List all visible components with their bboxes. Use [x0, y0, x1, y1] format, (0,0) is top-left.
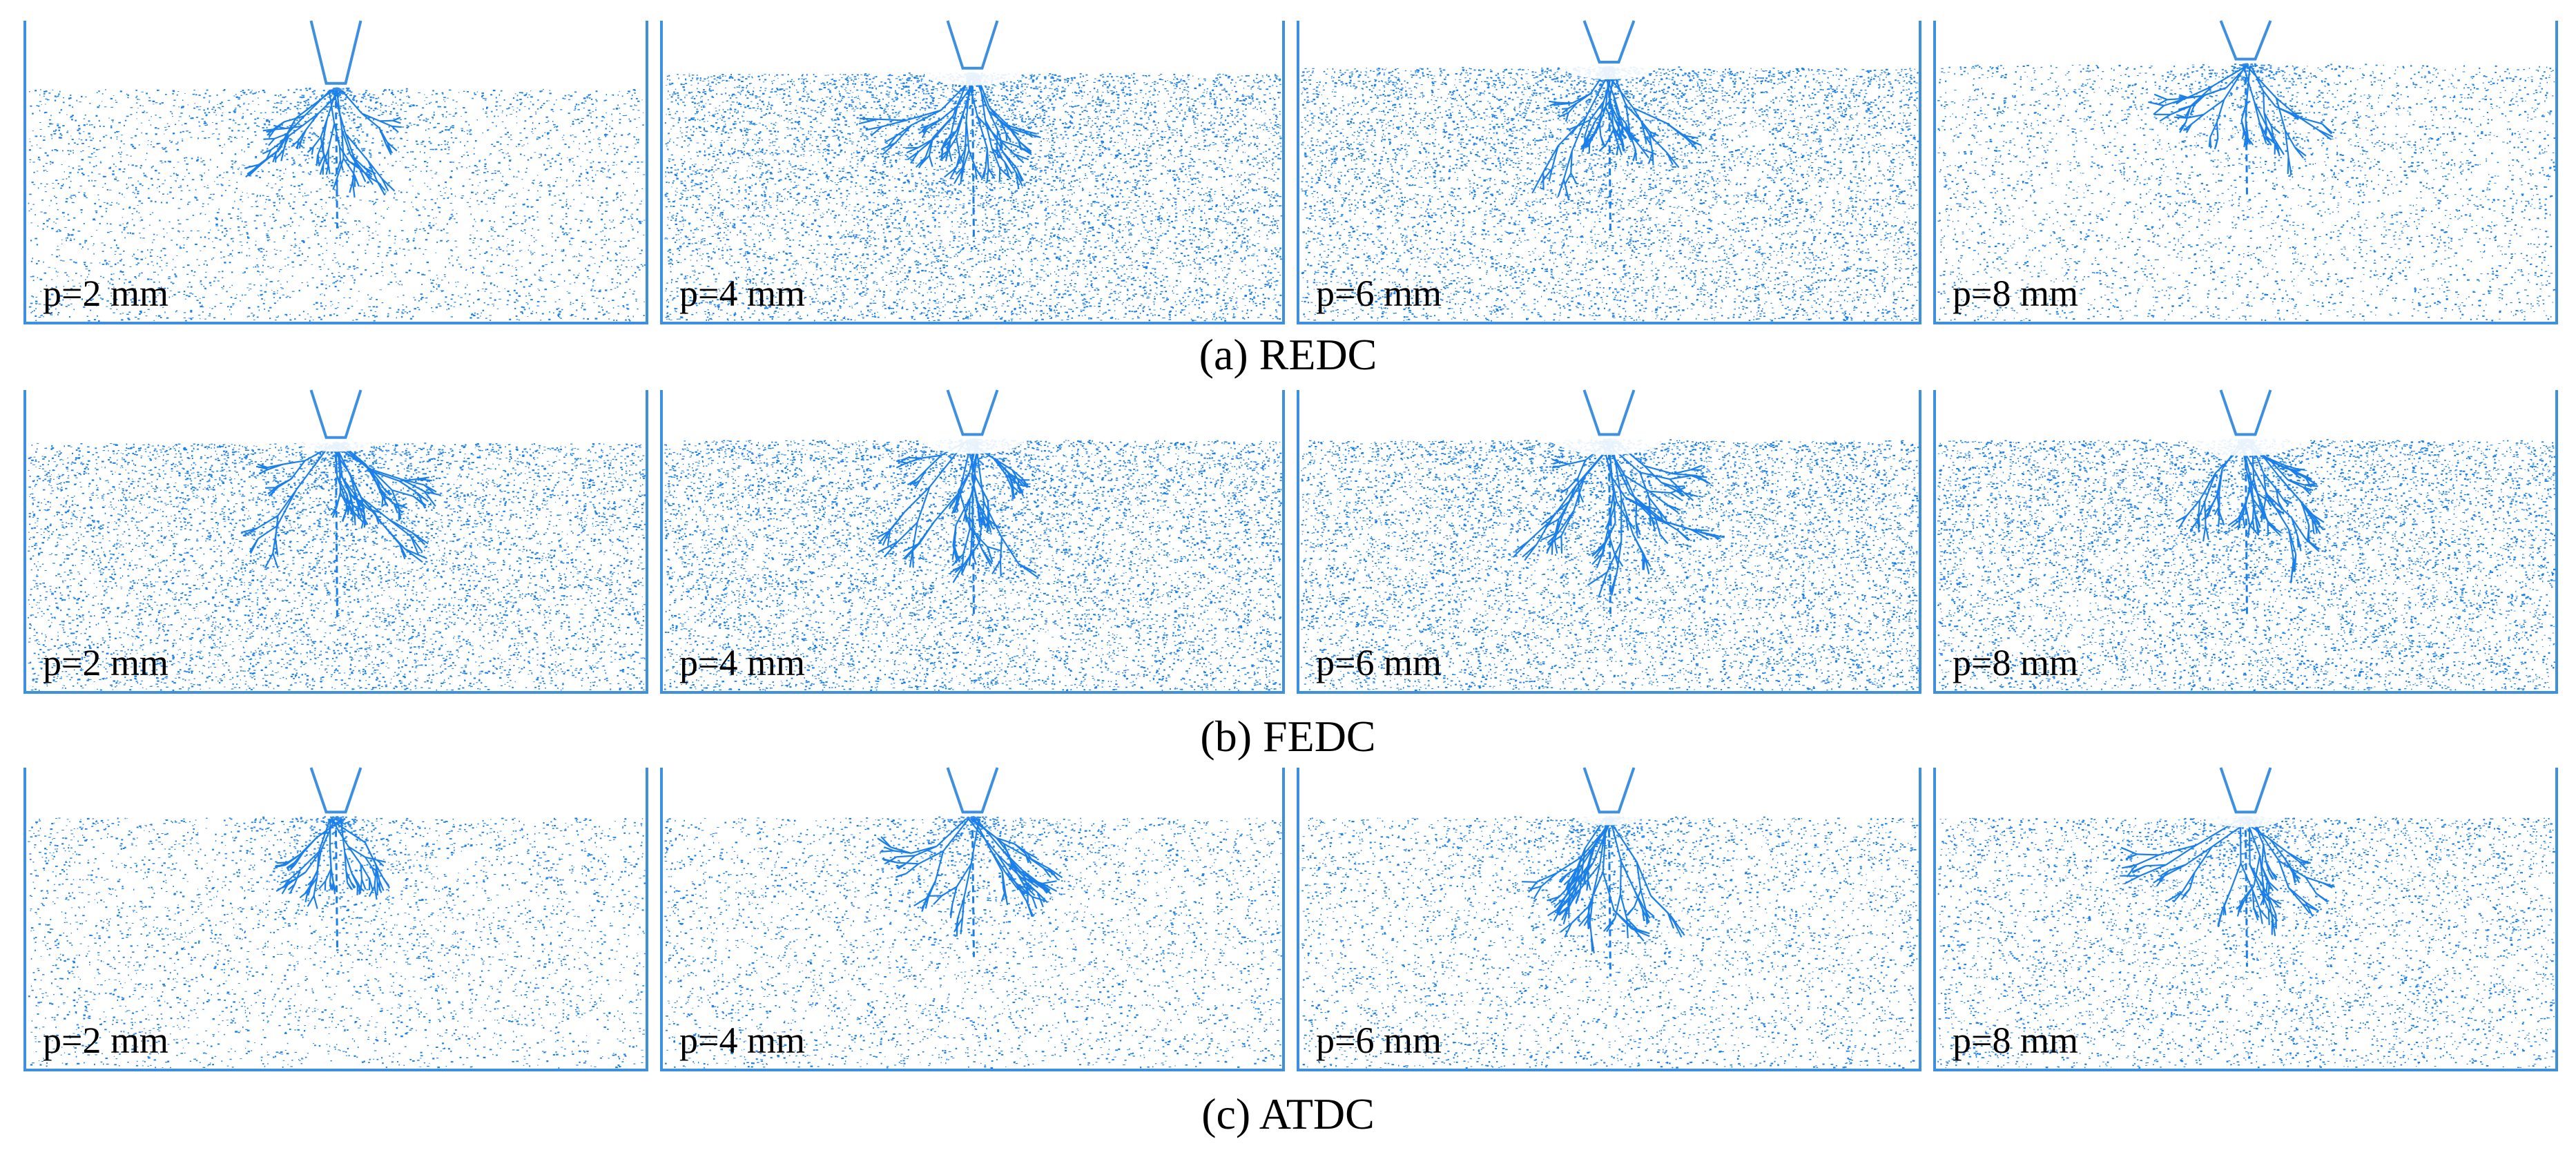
caption-fedc: (b) FEDC	[0, 714, 2576, 759]
panel-label: p=2 mm	[43, 644, 168, 681]
crater	[2206, 805, 2286, 827]
crack-network	[878, 819, 1063, 957]
panel-label: p=4 mm	[679, 1022, 805, 1059]
crack-network	[241, 445, 440, 621]
panel-label: p=4 mm	[679, 275, 805, 312]
panel-redc-p4: p=4 mm	[660, 21, 1285, 324]
caption-atdc: (c) ATDC	[0, 1092, 2576, 1136]
crater	[920, 423, 1025, 454]
nozzle	[1585, 768, 1634, 812]
crater	[1576, 807, 1643, 825]
panel-atdc-p8: p=8 mm	[1933, 768, 2558, 1071]
nozzle	[311, 21, 361, 84]
nozzle	[948, 768, 998, 812]
crack-network	[275, 819, 389, 947]
panel-atdc-p2: p=2 mm	[23, 768, 648, 1071]
panel-fedc-p2: p=2 mm	[23, 390, 648, 694]
panel-atdc-p6: p=6 mm	[1297, 768, 1921, 1071]
panel-label: p=2 mm	[43, 275, 168, 312]
nozzle	[311, 390, 361, 438]
panel-label: p=6 mm	[1316, 644, 1442, 681]
nozzle	[311, 768, 361, 812]
panel-label: p=8 mm	[1953, 275, 2078, 312]
crater	[1553, 422, 1665, 455]
panel-redc-p8: p=8 mm	[1933, 21, 2558, 324]
panel-label: p=4 mm	[679, 644, 805, 681]
panel-atdc-p4: p=4 mm	[660, 768, 1285, 1071]
panel-fedc-p4: p=4 mm	[660, 390, 1285, 694]
crater	[2187, 421, 2305, 456]
panel-fedc-p6: p=6 mm	[1297, 390, 1921, 694]
panel-redc-p6: p=6 mm	[1297, 21, 1921, 324]
crack-network	[2176, 441, 2324, 618]
panel-label: p=6 mm	[1316, 1022, 1442, 1059]
caption-redc: (a) REDC	[0, 333, 2576, 377]
panel-label: p=2 mm	[43, 1022, 168, 1059]
panel-fedc-p8: p=8 mm	[1933, 390, 2558, 694]
crater	[927, 59, 1019, 86]
crater	[299, 431, 373, 451]
panel-label: p=6 mm	[1316, 275, 1442, 312]
panel-label: p=8 mm	[1953, 1022, 2078, 1059]
nozzle	[2221, 21, 2271, 59]
crater	[1563, 53, 1656, 79]
panel-label: p=8 mm	[1953, 644, 2078, 681]
panel-redc-p2: p=2 mm	[23, 21, 648, 324]
crack-network	[244, 90, 401, 229]
